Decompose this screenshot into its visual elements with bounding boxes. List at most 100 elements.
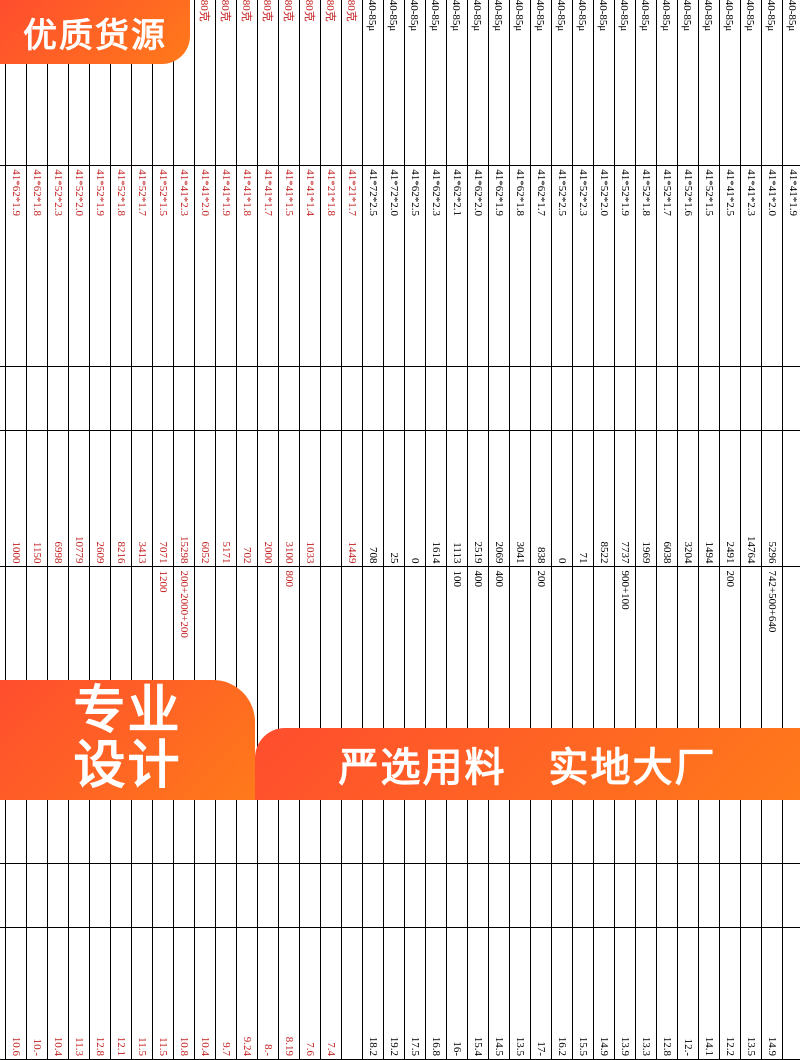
- cell-spec: 41*41*2.0: [195, 166, 216, 367]
- cell-note: [384, 567, 405, 863]
- cell-note: [573, 567, 594, 863]
- cell-spec: 41*62*2.0: [0, 166, 6, 367]
- cell-spacer2: [321, 863, 342, 927]
- cell-last: 11.5: [132, 927, 153, 1059]
- cell-spec: 41*52*1.7: [657, 166, 678, 367]
- cell-qty: 8522: [594, 430, 615, 567]
- cell-spacer2: [426, 863, 447, 927]
- cell-qty: 1113: [447, 430, 468, 567]
- cell-spacer2: [132, 863, 153, 927]
- cell-spacer2: [615, 863, 636, 927]
- cell-last: 10.-: [27, 927, 48, 1059]
- cell-spacer: [510, 366, 531, 430]
- cell-spec: 41*52*1.7: [132, 166, 153, 367]
- cell-spacer: [279, 366, 300, 430]
- cell-spacer2: [510, 863, 531, 927]
- cell-mat: 热镀锌 40-85μ: [720, 0, 741, 166]
- cell-spec: 41*62*2.5: [405, 166, 426, 367]
- cell-note: [699, 567, 720, 863]
- table-row: 热镀锌 40-85μ41*72*2.02519.2: [384, 0, 405, 1060]
- cell-last: 15.4: [468, 927, 489, 1059]
- table-row: 锌铝镁 80克41*41*2.0605210.4: [195, 0, 216, 1060]
- cell-spacer: [237, 366, 258, 430]
- cell-spacer: [636, 366, 657, 430]
- table-row: 锌铝镁 80克41*52*1.8821612.1: [111, 0, 132, 1060]
- cell-last: 10.8: [174, 927, 195, 1059]
- cell-spec: 41*52*1.9: [90, 166, 111, 367]
- table-row: 锌铝镁 80克41*41*1.531008008.19: [279, 0, 300, 1060]
- table-row: 锌铝镁 80克41*41*1.410337.6: [300, 0, 321, 1060]
- table-row: 热镀锌 40-85μ41*52*1.6320412.-: [678, 0, 699, 1060]
- table-row: 热镀锌 40-85μ41*62*2.3161416.8: [426, 0, 447, 1060]
- cell-qty: 2491: [720, 430, 741, 567]
- cell-last: [342, 927, 363, 1059]
- cell-spacer: [531, 366, 552, 430]
- cell-spacer2: [111, 863, 132, 927]
- cell-mat: 热镀锌 40-85μ: [405, 0, 426, 166]
- cell-spec: 41*52*1.9: [615, 166, 636, 367]
- cell-last: 12.2: [720, 927, 741, 1059]
- table-row: 锌铝镁 80克41*52*2.3699810.4: [48, 0, 69, 1060]
- table-row: 锌铝镁 80克41*52*1.7341311.5: [132, 0, 153, 1060]
- cell-spacer: [363, 366, 384, 430]
- cell-qty: 1033: [300, 430, 321, 567]
- cell-note: [657, 567, 678, 863]
- cell-qty: 1494: [699, 430, 720, 567]
- cell-qty: 3413: [132, 430, 153, 567]
- cell-spacer: [216, 366, 237, 430]
- cell-spacer: [195, 366, 216, 430]
- cell-spec: 41*52*1.8: [636, 166, 657, 367]
- cell-spec: 41*41*1.7: [258, 166, 279, 367]
- cell-note: 400: [468, 567, 489, 863]
- cell-last: 7.6: [300, 927, 321, 1059]
- cell-spec: 41*41*1.5: [279, 166, 300, 367]
- cell-spacer: [720, 366, 741, 430]
- badge-bottom-right: 严选用料 实地大厂: [255, 728, 800, 800]
- cell-note: [426, 567, 447, 863]
- cell-mat: 热镀锌 40-85μ: [489, 0, 510, 166]
- cell-last: 16-: [447, 927, 468, 1059]
- cell-last: 14.9: [594, 927, 615, 1059]
- cell-spec: 41*52*1.5: [153, 166, 174, 367]
- cell-note: [510, 567, 531, 863]
- cell-spacer2: [468, 863, 489, 927]
- table-row: 热镀锌 40-85μ41*52*1.7603812.8: [657, 0, 678, 1060]
- cell-qty: 1150: [27, 430, 48, 567]
- cell-qty: 71: [573, 430, 594, 567]
- cell-spec: 41*21*1.7: [342, 166, 363, 367]
- cell-note: [741, 567, 762, 863]
- cell-qty: 7737: [615, 430, 636, 567]
- cell-spacer2: [153, 863, 174, 927]
- cell-spacer2: [657, 863, 678, 927]
- cell-spec: 41*52*2.5: [552, 166, 573, 367]
- cell-spacer2: [573, 863, 594, 927]
- cell-last: 8.19: [279, 927, 300, 1059]
- cell-last: 13.5: [510, 927, 531, 1059]
- cell-last: 14.1: [699, 927, 720, 1059]
- cell-qty: 8216: [111, 430, 132, 567]
- cell-qty: 708: [363, 430, 384, 567]
- cell-spacer2: [237, 863, 258, 927]
- cell-spec: 41*41*2.0: [762, 166, 783, 367]
- cell-last: 16.2: [552, 927, 573, 1059]
- table-row: 锌铝镁 80克41*21*1.71449: [342, 0, 363, 1060]
- table-row: 热镀锌 40-85μ41*62*1.9206940014.5: [489, 0, 510, 1060]
- cell-last: 11.5: [153, 927, 174, 1059]
- table-row: 热镀锌 40-85μ41*41*2.31476413.5: [741, 0, 762, 1060]
- cell-spacer2: [636, 863, 657, 927]
- cell-mat: 锌铝镁 80克: [321, 0, 342, 166]
- cell-spacer: [6, 366, 27, 430]
- cell-last: 15.5: [573, 927, 594, 1059]
- table-row: 热镀锌 40-85μ41*41*1.9: [783, 0, 800, 1060]
- cell-last: 11.3: [0, 927, 6, 1059]
- cell-qty: 1449: [342, 430, 363, 567]
- cell-last: 13.3: [636, 927, 657, 1059]
- cell-mat: 热镀锌 40-85μ: [678, 0, 699, 166]
- cell-spacer2: [69, 863, 90, 927]
- cell-spacer: [258, 366, 279, 430]
- cell-spacer2: [300, 863, 321, 927]
- cell-qty: 795: [0, 430, 6, 567]
- cell-mat: 热镀锌 40-85μ: [468, 0, 489, 166]
- cell-spacer: [678, 366, 699, 430]
- cell-spacer: [426, 366, 447, 430]
